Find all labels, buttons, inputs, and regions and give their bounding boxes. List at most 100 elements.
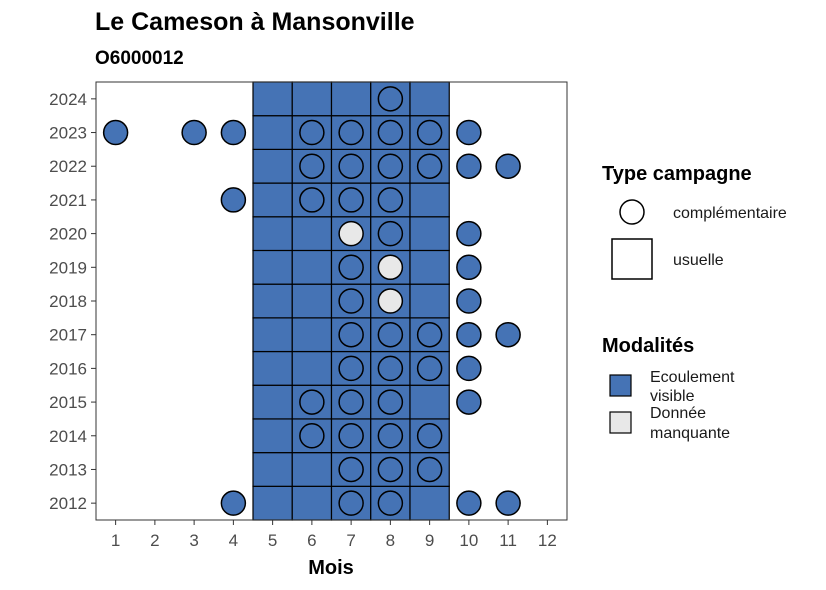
complementaire-point [416,456,443,483]
usuelle-cell [291,216,333,252]
complementaire-point [456,355,482,382]
complementaire-point [377,490,404,516]
x-axis: 1 2 3 4 5 6 7 8 9 10 11 12 [111,520,557,550]
usuelle-cell [252,418,293,454]
y-tick-label: 2015 [49,393,87,412]
complementaire-point [299,423,325,449]
x-tick-label: 8 [386,531,395,550]
usuelle-cell [291,81,333,117]
complementaire-point [377,355,404,382]
complementaire-point [338,456,364,483]
usuelle-cell [291,249,333,285]
usuelle-cell [252,249,293,285]
usuelle-cell [291,317,333,353]
usuelle-cell [252,148,293,184]
usuelle-cell [252,384,293,420]
usuelle-cell [252,485,293,521]
complementaire-point [220,187,247,213]
complementaire-point [416,321,443,348]
x-tick-label: 11 [499,531,517,550]
y-tick-label: 2021 [49,191,87,210]
complementaire-point [338,321,364,348]
complementaire-point [377,86,404,112]
legend-key-circle [619,199,645,225]
complementaire-point [456,220,482,247]
complementaire-point [456,153,482,179]
complementaire-point [377,456,404,483]
complementaire-point [181,119,207,146]
x-tick-label: 7 [346,531,355,550]
complementaire-point [377,321,404,348]
legend-modalites: Modalités Ecoulement visible Donnée manq… [602,335,739,442]
usuelle-cell [252,452,293,487]
usuelle-cell [252,317,293,353]
y-tick-label: 2024 [49,90,87,109]
x-axis-title: Mois [308,557,354,579]
usuelle-cell [291,283,333,319]
complementaire-point [102,119,129,146]
complementaire-point [338,220,364,247]
legend-key-square [611,238,653,280]
complementaire-point [416,423,443,449]
complementaire-point [338,254,364,281]
complementaire-point [377,254,404,281]
complementaire-point [220,490,247,516]
complementaire-point [456,254,482,281]
complementaire-point [377,288,404,314]
complementaire-point [338,355,364,382]
usuelle-cell [252,81,293,117]
complementaire-point [377,423,404,449]
legend-label-donnee-manquante-line2: manquante [650,425,730,442]
complementaire-point [377,119,404,146]
legend-title-modalites: Modalités [602,335,694,357]
complementaire-point [299,153,325,179]
usuelle-cell [409,249,450,285]
usuelle-cell [409,283,450,319]
y-tick-label: 2023 [49,124,87,143]
x-tick-label: 9 [425,531,434,550]
complementaire-point [338,119,364,146]
legend-label-usuelle: usuelle [673,252,724,269]
complementaire-point [416,355,443,382]
usuelle-cell [252,182,293,218]
usuelle-cell [409,384,450,420]
usuelle-cell [291,350,333,386]
complementaire-point [338,490,364,516]
complementaire-point [456,119,482,146]
x-tick-label: 4 [229,531,238,550]
y-tick-label: 2017 [49,326,87,345]
legend-label-donnee-manquante: Donnée manquante [650,405,730,442]
usuelle-cell [252,115,293,150]
chart-subtitle: O6000012 [95,48,184,69]
legend-key-ecoulement-visible [609,374,632,397]
y-tick-label: 2014 [49,427,87,446]
complementaire-point [338,389,364,415]
complementaire-point [338,153,364,179]
legend-label-donnee-manquante-line1: Donnée [650,405,706,422]
usuelle-cell [409,485,450,521]
x-tick-label: 3 [189,531,198,550]
y-tick-label: 2020 [49,225,87,244]
chart-title: Le Cameson à Mansonville [95,8,415,36]
y-tick-label: 2022 [49,157,87,176]
complementaire-point [338,187,364,213]
y-tick-label: 2012 [49,494,87,513]
legend-key-donnee-manquante [609,411,632,434]
complementaire-point [456,288,482,314]
y-tick-label: 2013 [49,460,87,479]
x-tick-label: 6 [307,531,316,550]
complementaire-point [377,153,404,179]
x-tick-label: 2 [150,531,159,550]
legend-label-ecoulement-visible-line2: visible [650,388,695,405]
usuelle-cell [330,81,372,117]
y-axis: 2012 2013 2014 2015 2016 2017 2018 2019 2020 2021… [49,90,96,513]
usuelle-cell [291,485,333,521]
complementaire-point [495,153,521,179]
complementaire-point [495,490,521,516]
complementaire-point [377,220,404,247]
usuelle-cell [291,452,333,487]
complementaire-point [377,187,404,213]
legend-label-ecoulement-visible: Ecoulement visible [650,369,739,405]
complementaire-point [338,288,364,314]
